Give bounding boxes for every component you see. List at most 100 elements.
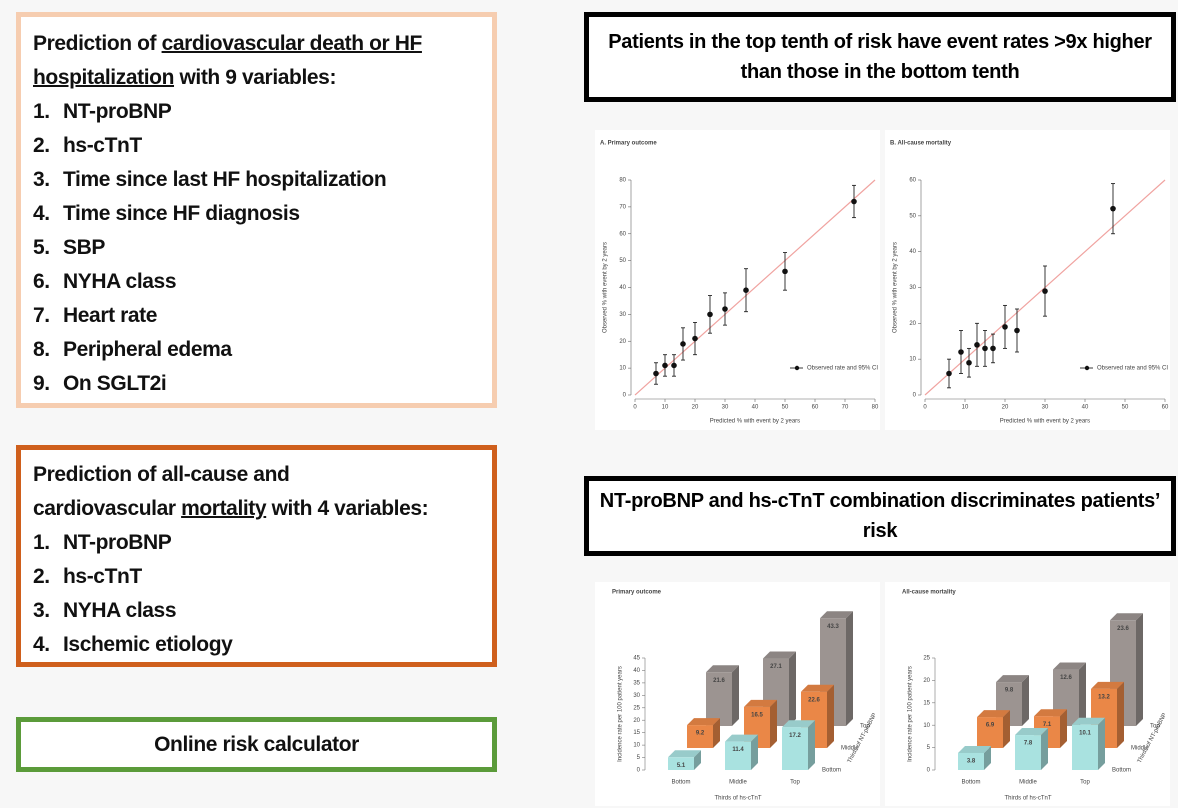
data-point xyxy=(990,345,996,352)
bar-top xyxy=(1015,728,1048,736)
data-point xyxy=(671,362,677,369)
x-tick-label: 0 xyxy=(633,405,637,411)
x-tick-label: 0 xyxy=(923,405,927,411)
depth-row-label: Bottom xyxy=(1112,768,1131,774)
bar-value-label: 7.8 xyxy=(1024,741,1033,747)
variable-list: 1. NT-proBNP 2. hs-cTnT 3. Time since last HF… xyxy=(33,95,480,401)
bar-top xyxy=(1034,709,1067,717)
y-tick-label: 0 xyxy=(637,768,641,774)
data-point xyxy=(653,370,659,377)
y-tick-label: 0 xyxy=(927,768,931,774)
item-text: On SGLT2i xyxy=(63,372,167,395)
y-tick-label: 50 xyxy=(909,213,916,219)
bar-value-label: 16.5 xyxy=(751,713,763,719)
bar-value-label: 22.6 xyxy=(808,697,820,703)
x-tick-label: 50 xyxy=(1122,405,1129,411)
bar-value-label: 21.6 xyxy=(713,678,725,684)
item-number: 9. xyxy=(33,372,50,395)
x-tick-label: 30 xyxy=(1042,405,1049,411)
box-title-line: Prediction of cardiovascular death or HF xyxy=(33,27,480,61)
x-tick-label: 30 xyxy=(722,405,729,411)
y-tick-label: 10 xyxy=(633,743,640,749)
depth-row-label: Top xyxy=(1150,724,1160,730)
bar-side xyxy=(732,665,739,726)
bar-side xyxy=(1041,728,1048,770)
bar xyxy=(1015,735,1041,770)
bar-top xyxy=(801,684,834,692)
data-point xyxy=(966,359,972,366)
list-item: 2. hs-cTnT xyxy=(33,560,480,594)
bar-side xyxy=(713,718,720,748)
item-text: hs-cTnT xyxy=(63,134,142,157)
bar-top xyxy=(977,710,1010,718)
data-point xyxy=(946,370,952,377)
plot-title: All-cause mortality xyxy=(902,590,956,596)
text: with 4 variables: xyxy=(266,497,429,520)
item-text: SBP xyxy=(63,236,105,259)
list-item: 2. hs-cTnT xyxy=(33,129,480,163)
y-tick-label: 45 xyxy=(633,656,640,662)
bar-value-label: 9.8 xyxy=(1005,688,1014,694)
x-axis-label: Thirds of hs-cTnT xyxy=(714,796,761,802)
list-item: 4. Ischemic etiology xyxy=(33,628,480,662)
item-text: Time since HF diagnosis xyxy=(63,202,300,225)
risk-calculator-box[interactable]: Online risk calculator xyxy=(16,717,497,772)
y-axis-label: Observed % with event by 2 years xyxy=(893,242,899,333)
underlined-text: hospitalization xyxy=(33,66,175,89)
y-tick-label: 35 xyxy=(633,680,640,686)
list-item: 7. Heart rate xyxy=(33,299,480,333)
bar-side xyxy=(1136,613,1143,726)
list-item: 3. Time since last HF hospitalization xyxy=(33,163,480,197)
y-tick-label: 5 xyxy=(927,745,931,751)
bar-top xyxy=(725,734,758,742)
y-axis-label: Observed % with event by 2 years xyxy=(603,242,609,333)
x-tick-label: Middle xyxy=(1019,780,1037,786)
bar-side xyxy=(694,750,701,770)
box-title-line: hospitalization with 9 variables: xyxy=(33,61,480,95)
item-text: Heart rate xyxy=(63,304,158,327)
x-tick-label: Bottom xyxy=(961,780,980,786)
y-tick-label: 20 xyxy=(923,678,930,684)
item-text: Peripheral edema xyxy=(63,338,232,361)
item-number: 4. xyxy=(33,202,50,225)
x-axis-label: Predicted % with event by 2 years xyxy=(1000,419,1090,425)
x-axis-label: Predicted % with event by 2 years xyxy=(710,419,800,425)
text: Prediction of xyxy=(33,32,162,55)
bar-side xyxy=(751,734,758,770)
item-number: 3. xyxy=(33,599,50,622)
data-point xyxy=(680,341,686,347)
bar-side xyxy=(808,720,815,770)
bar xyxy=(706,672,732,726)
y-tick-label: 40 xyxy=(633,668,640,674)
plot-title: A. Primary outcome xyxy=(600,141,657,147)
bar-top xyxy=(1091,681,1124,689)
bar-top xyxy=(782,720,815,728)
y-tick-label: 50 xyxy=(619,258,626,264)
y-tick-label: 30 xyxy=(619,312,626,318)
variables-box-1: Prediction of cardiovascular death or HF… xyxy=(16,12,497,408)
x-tick-label: 20 xyxy=(692,405,699,411)
data-point xyxy=(1002,324,1008,330)
y-tick-label: 15 xyxy=(923,700,930,706)
bar xyxy=(1072,724,1098,770)
item-number: 2. xyxy=(33,134,50,157)
y-tick-label: 60 xyxy=(909,178,916,184)
bar-side xyxy=(1079,662,1086,726)
legend-marker xyxy=(794,365,800,371)
item-text: NYHA class xyxy=(63,599,177,622)
bar-value-label: 5.1 xyxy=(677,763,686,769)
bar-value-label: 10.1 xyxy=(1079,730,1091,736)
x-tick-label: 80 xyxy=(872,405,879,411)
bar-top xyxy=(687,718,720,726)
y-tick-label: 40 xyxy=(619,285,626,291)
box-title-line: cardiovascular mortality with 4 variable… xyxy=(33,492,480,526)
x-tick-label: Top xyxy=(1080,780,1090,786)
list-item: 4. Time since HF diagnosis xyxy=(33,197,480,231)
y-tick-label: 15 xyxy=(633,730,640,736)
y-tick-label: 30 xyxy=(909,285,916,291)
bar-side xyxy=(846,611,853,726)
y-tick-label: 20 xyxy=(633,718,640,724)
bar-value-label: 13.2 xyxy=(1098,694,1110,700)
legend-label: Observed rate and 95% CI xyxy=(1097,366,1168,372)
